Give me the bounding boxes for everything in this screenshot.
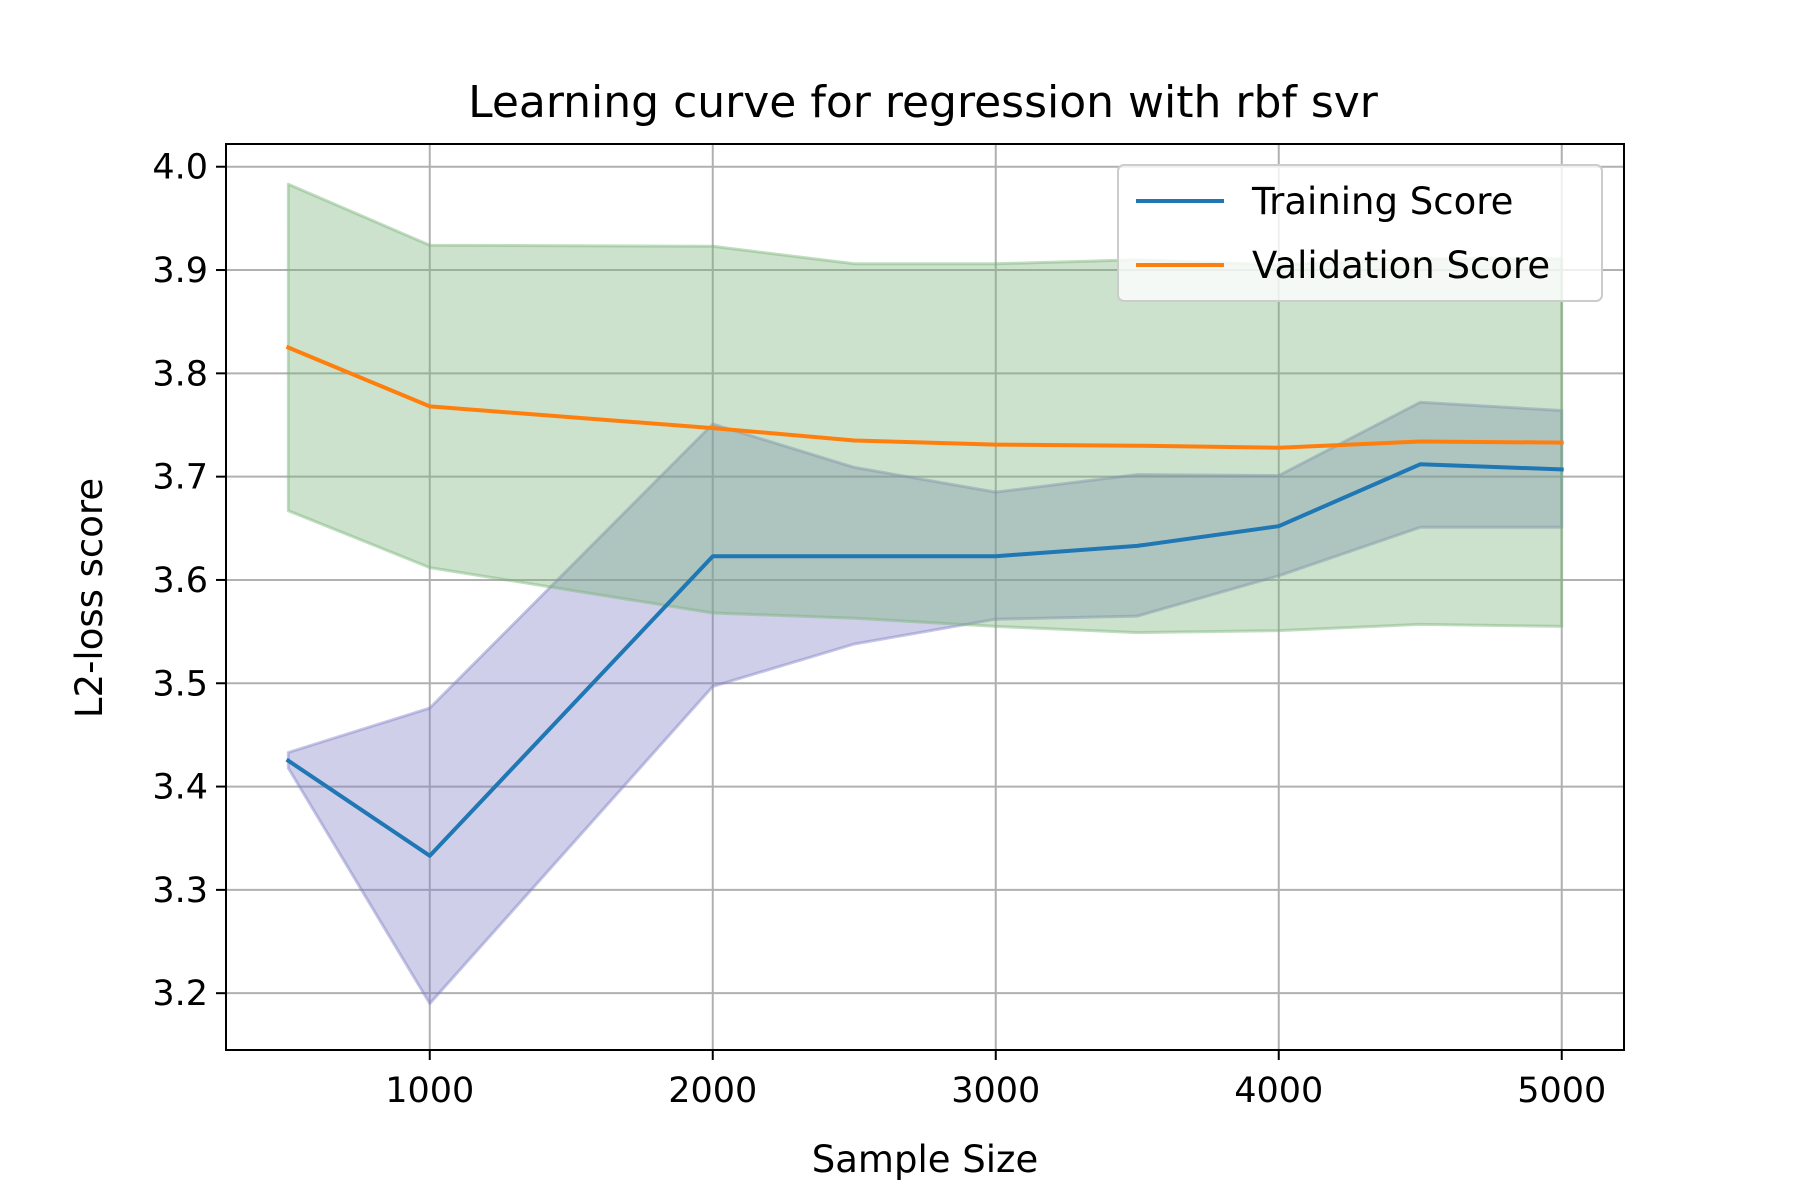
y-tick-label-1: 3.3: [152, 871, 208, 911]
y-tick-label-0: 3.2: [152, 974, 208, 1014]
y-tick-label-5: 3.7: [152, 458, 208, 498]
x-axis-label: Sample Size: [812, 1138, 1038, 1181]
y-axis-label: L2-loss score: [68, 478, 111, 718]
y-axis-ticks: 3.2 3.3 3.4 3.5 3.6 3.7 3.8 3.9 4.0: [152, 148, 226, 1014]
y-tick-label-4: 3.6: [152, 561, 208, 601]
x-tick-label-3: 4000: [1234, 1071, 1323, 1111]
chart-title: Learning curve for regression with rbf s…: [468, 77, 1379, 128]
legend-box: [1117, 164, 1603, 302]
plot-frame: [225, 143, 1625, 1051]
legend: Training Score Validation Score: [1117, 164, 1603, 302]
y-tick-label-8: 4.0: [152, 148, 208, 188]
x-tick-label-4: 5000: [1517, 1071, 1606, 1111]
y-tick-label-2: 3.4: [152, 768, 208, 808]
series-lines: [285, 344, 1564, 858]
y-tick-label-3: 3.5: [152, 664, 208, 704]
line-series-0: [285, 462, 1564, 858]
legend-label-0: Training Score: [1251, 180, 1513, 223]
x-tick-label-0: 1000: [385, 1071, 474, 1111]
band-series-0: [286, 400, 1564, 1005]
x-axis-ticks: 1000 2000 3000 4000 5000: [385, 1050, 1606, 1111]
x-tick-label-2: 3000: [951, 1071, 1040, 1111]
legend-label-1: Validation Score: [1252, 244, 1550, 287]
y-tick-label-7: 3.9: [152, 251, 208, 291]
x-tick-label-1: 2000: [668, 1071, 757, 1111]
y-tick-label-6: 3.8: [152, 354, 208, 394]
line-series-1: [285, 344, 1564, 450]
